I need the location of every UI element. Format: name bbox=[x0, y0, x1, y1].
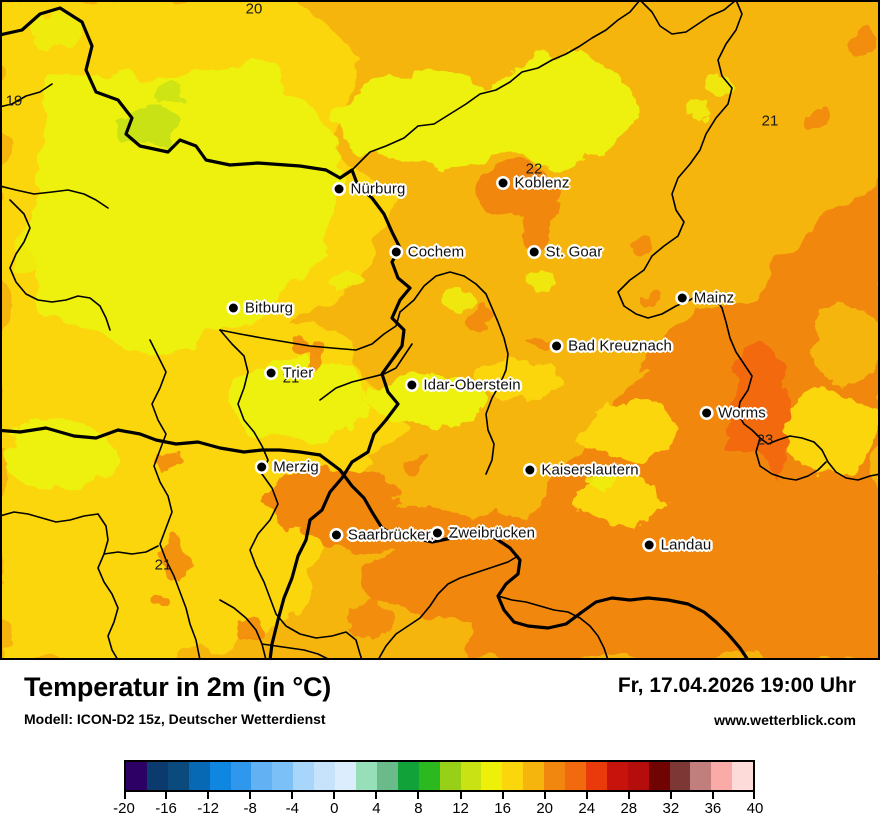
colorbar-segment bbox=[230, 762, 252, 790]
colorbar-tick-label: 40 bbox=[746, 800, 764, 817]
colorbar-tick-label: -8 bbox=[243, 800, 257, 817]
colorbar-segment bbox=[627, 762, 649, 790]
colorbar-tick-label: 4 bbox=[372, 800, 381, 817]
colorbar-tick-label: -20 bbox=[113, 800, 135, 817]
colorbar-segment bbox=[314, 762, 336, 790]
colorbar-tick bbox=[375, 792, 378, 799]
footer: Temperatur in 2m (in °C) Modell: ICON-D2… bbox=[0, 660, 880, 830]
colorbar-segment bbox=[376, 762, 398, 790]
colorbar-tick-label: 36 bbox=[704, 800, 722, 817]
colorbar-tick-label: 16 bbox=[494, 800, 511, 817]
colorbar-segment bbox=[544, 762, 566, 790]
colorbar-segment bbox=[711, 762, 733, 790]
colorbar-tick-label: 24 bbox=[578, 800, 596, 817]
temperature-map[interactable]: 20 21 19 22 21 23 21 21 Nürburg Koblenz Cochem St.… bbox=[0, 0, 880, 660]
page-title: Temperatur in 2m (in °C) bbox=[24, 672, 332, 702]
state-border bbox=[0, 0, 880, 660]
colorbar-segment bbox=[606, 762, 628, 790]
forecast-timestamp: Fr, 17.04.2026 19:00 Uhr bbox=[617, 674, 856, 697]
colorbar-segment bbox=[418, 762, 440, 790]
colorbar-segment bbox=[523, 762, 545, 790]
colorbar bbox=[124, 760, 755, 792]
colorbar-tick bbox=[711, 792, 714, 799]
colorbar-tick bbox=[627, 792, 630, 799]
colorbar-segment bbox=[188, 762, 210, 790]
temperature-field-svg bbox=[0, 0, 880, 660]
colorbar-tick-label: 28 bbox=[620, 800, 638, 817]
colorbar-segment bbox=[732, 762, 754, 790]
colorbar-tick bbox=[753, 792, 755, 799]
colorbar-tick-label: 32 bbox=[662, 800, 680, 817]
colorbar-segment bbox=[460, 762, 482, 790]
colorbar-tick bbox=[417, 792, 420, 799]
colorbar-segment bbox=[502, 762, 524, 790]
colorbar-tick bbox=[585, 792, 588, 799]
colorbar-tick bbox=[207, 792, 210, 799]
colorbar-segment bbox=[335, 762, 356, 790]
colorbar-segment bbox=[585, 762, 607, 790]
colorbar-tick bbox=[333, 792, 336, 799]
colorbar-tick-label: 20 bbox=[536, 800, 553, 817]
colorbar-segment bbox=[439, 762, 461, 790]
website-label: www.wetterblick.com bbox=[714, 712, 856, 728]
colorbar-tick bbox=[459, 792, 462, 799]
colorbar-tick-label: -12 bbox=[197, 800, 219, 817]
colorbar-tick-label: 0 bbox=[330, 800, 339, 817]
colorbar-tick bbox=[249, 792, 252, 799]
colorbar-tick bbox=[291, 792, 294, 799]
colorbar-segment bbox=[397, 762, 419, 790]
colorbar-segment bbox=[272, 762, 294, 790]
colorbar-segment bbox=[565, 762, 586, 790]
colorbar-segment bbox=[648, 762, 670, 790]
colorbar-segment bbox=[355, 762, 377, 790]
colorbar-ticks bbox=[124, 792, 755, 800]
colorbar-segment bbox=[669, 762, 691, 790]
colorbar-segment bbox=[690, 762, 712, 790]
colorbar-tick bbox=[165, 792, 168, 799]
colorbar-tick-label: 12 bbox=[452, 800, 469, 817]
colorbar-tick-labels: -20 -16 -12 -8 -4 0 4 8 12 16 20 24 28 32 36 40 bbox=[113, 800, 763, 822]
colorbar-tick bbox=[124, 792, 126, 799]
colorbar-tick-label: -16 bbox=[155, 800, 177, 817]
colorbar-tick-label: 8 bbox=[414, 800, 423, 817]
colorbar-segment bbox=[209, 762, 231, 790]
colorbar-tick bbox=[501, 792, 504, 799]
colorbar-tick bbox=[543, 792, 546, 799]
colorbar-segment bbox=[481, 762, 503, 790]
colorbar-segment bbox=[167, 762, 189, 790]
colorbar-segment bbox=[126, 762, 147, 790]
model-subtitle: Modell: ICON-D2 15z, Deutscher Wetterdie… bbox=[24, 711, 326, 727]
colorbar-tick bbox=[669, 792, 672, 799]
colorbar-tick-label: -4 bbox=[285, 800, 299, 817]
colorbar-segment bbox=[146, 762, 168, 790]
colorbar-segment bbox=[293, 762, 315, 790]
colorbar-segment bbox=[251, 762, 273, 790]
